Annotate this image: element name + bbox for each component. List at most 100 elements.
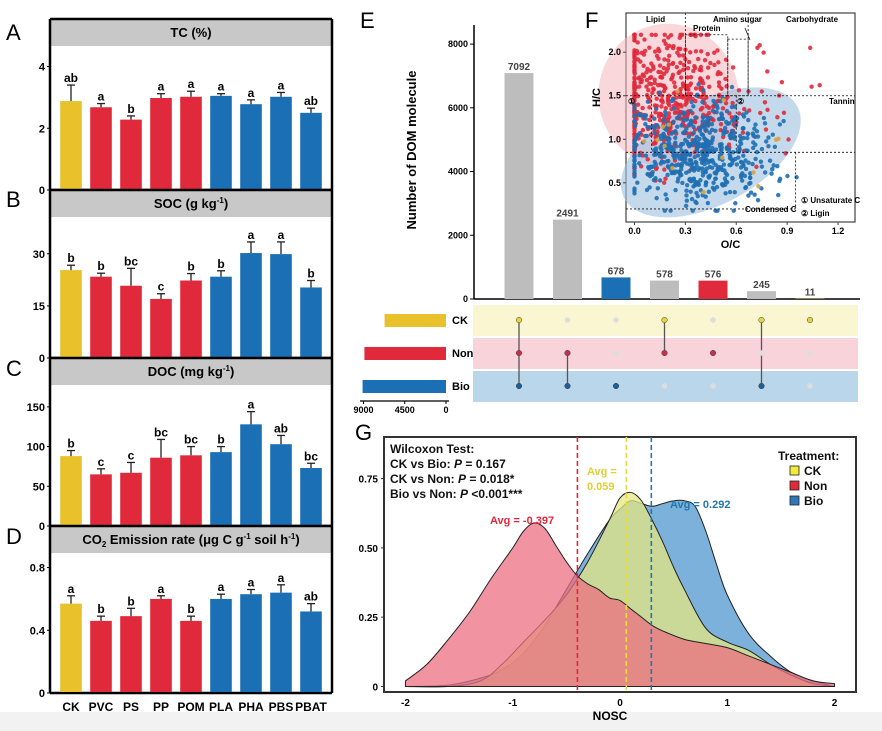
- scatter-point-bio: [727, 189, 733, 195]
- significance-letter: bc: [154, 425, 168, 439]
- intersection-value: 245: [753, 280, 770, 291]
- scatter-point-bio: [707, 164, 712, 170]
- y-tick-label: 150: [27, 402, 45, 414]
- stats-p-symbol: P: [458, 472, 467, 486]
- scatter-point-bio: [711, 98, 716, 104]
- matrix-dot-inactive: [661, 383, 668, 389]
- intersection-bar: [747, 291, 776, 299]
- scatter-point-non: [637, 75, 642, 80]
- scatter-point-bio: [632, 153, 637, 159]
- x-tick-label: -1: [508, 698, 517, 709]
- scatter-point-non: [646, 87, 651, 93]
- bar-pp: [150, 98, 172, 189]
- y-axis-label: Number of DOM molecule: [404, 71, 419, 230]
- scatter-point-non: [666, 62, 672, 68]
- scatter-point-bio: [679, 123, 684, 128]
- scatter-point-bio: [714, 169, 719, 174]
- scatter-point-non: [676, 109, 682, 114]
- scatter-point-bio: [721, 182, 726, 187]
- scatter-point-bio: [679, 172, 684, 178]
- y-tick-label: 2: [39, 123, 45, 135]
- scatter-point-bio: [710, 108, 716, 113]
- scatter-point-non: [754, 164, 759, 170]
- y-tick-label: 6000: [448, 103, 468, 113]
- scatter-point-non: [681, 83, 686, 89]
- y-tick-label: 1.5: [608, 91, 621, 101]
- scatter-point-non: [696, 56, 701, 62]
- matrix-dot-active: [515, 382, 523, 390]
- scatter-point-non: [659, 112, 664, 118]
- scatter-point-non: [635, 40, 640, 45]
- scatter-point-bio: [662, 154, 667, 159]
- scatter-point-bio: [693, 180, 698, 185]
- scatter-point-bio: [657, 178, 663, 183]
- scatter-point-bio: [673, 135, 678, 141]
- scatter-point-bio: [637, 152, 642, 158]
- scatter-point-bio: [698, 125, 704, 130]
- scatter-point-bio: [739, 160, 744, 165]
- scatter-point-non: [656, 56, 661, 61]
- scatter-point-bio: [637, 130, 643, 136]
- scatter-point-non: [706, 32, 711, 37]
- scatter-point-non: [655, 82, 661, 88]
- title-part: ): [224, 196, 228, 211]
- scatter-point-bio: [694, 200, 699, 206]
- scatter-point-bio: [781, 118, 786, 124]
- scatter-point-bio: [684, 149, 689, 155]
- scatter-point-bio: [731, 149, 736, 155]
- scatter-point-bio: [632, 141, 637, 146]
- scatter-point-non: [700, 105, 705, 111]
- scatter-point-non: [775, 114, 780, 120]
- scatter-point-ck: [670, 165, 675, 171]
- scatter-point-non: [779, 79, 785, 85]
- scatter-point-non: [783, 151, 788, 156]
- bar-pla: [210, 276, 232, 357]
- y-tick-label: 0.25: [359, 613, 379, 624]
- scatter-point-non: [632, 67, 637, 72]
- scatter-point-bio: [695, 153, 701, 158]
- scatter-point-bio: [689, 99, 694, 105]
- scatter-point-non: [663, 106, 669, 111]
- set-label: CK: [452, 315, 468, 327]
- scatter-point-bio: [672, 156, 677, 161]
- scatter-point-non: [685, 65, 691, 71]
- significance-letter: b: [187, 260, 194, 274]
- scatter-point-bio: [750, 131, 756, 136]
- scatter-point-bio: [636, 161, 642, 166]
- scatter-point-non: [688, 81, 694, 86]
- scatter-point-non: [640, 127, 646, 133]
- scatter-point-non: [648, 81, 654, 87]
- scatter-point-non: [704, 95, 709, 100]
- scatter-point-bio: [636, 111, 642, 117]
- scatter-point-non: [706, 110, 712, 116]
- scatter-point-ck: [756, 184, 761, 189]
- scatter-point-bio: [665, 172, 670, 178]
- y-tick-label: 30: [33, 249, 45, 261]
- scatter-point-bio: [684, 188, 689, 193]
- scatter-point-non: [712, 62, 717, 68]
- y-tick-label: 0: [39, 185, 45, 197]
- panel-letter-c: C: [6, 356, 22, 381]
- scatter-point-bio: [709, 127, 715, 133]
- scatter-point-non: [661, 180, 667, 185]
- title-part: soil h: [251, 532, 289, 547]
- title-part: -1: [217, 196, 225, 205]
- significance-letter: a: [218, 80, 225, 94]
- bar-pvc: [90, 620, 112, 692]
- stats-line: CK vs Non: P = 0.018*: [390, 472, 515, 486]
- x-tick-label: 0.6: [730, 226, 743, 236]
- scatter-point-ck: [720, 155, 725, 160]
- scatter-point-bio: [704, 157, 709, 162]
- title-strip: [50, 190, 332, 217]
- scatter-point-ck: [655, 137, 660, 142]
- title-part: -1: [223, 364, 231, 373]
- matrix-dot-active: [661, 349, 668, 357]
- scatter-point-bio: [709, 122, 715, 127]
- scatter-point-non: [652, 49, 658, 54]
- scatter-point-bio: [754, 129, 760, 134]
- scatter-point-non: [698, 32, 704, 37]
- stats-p-value: <0.001***: [468, 487, 523, 501]
- panel-e-upset: 0 2000 4000 6000 8000 Number of DOM molecule 7…: [353, 25, 860, 415]
- x-tick-label: PP: [153, 700, 169, 714]
- scatter-point-bio: [676, 176, 681, 181]
